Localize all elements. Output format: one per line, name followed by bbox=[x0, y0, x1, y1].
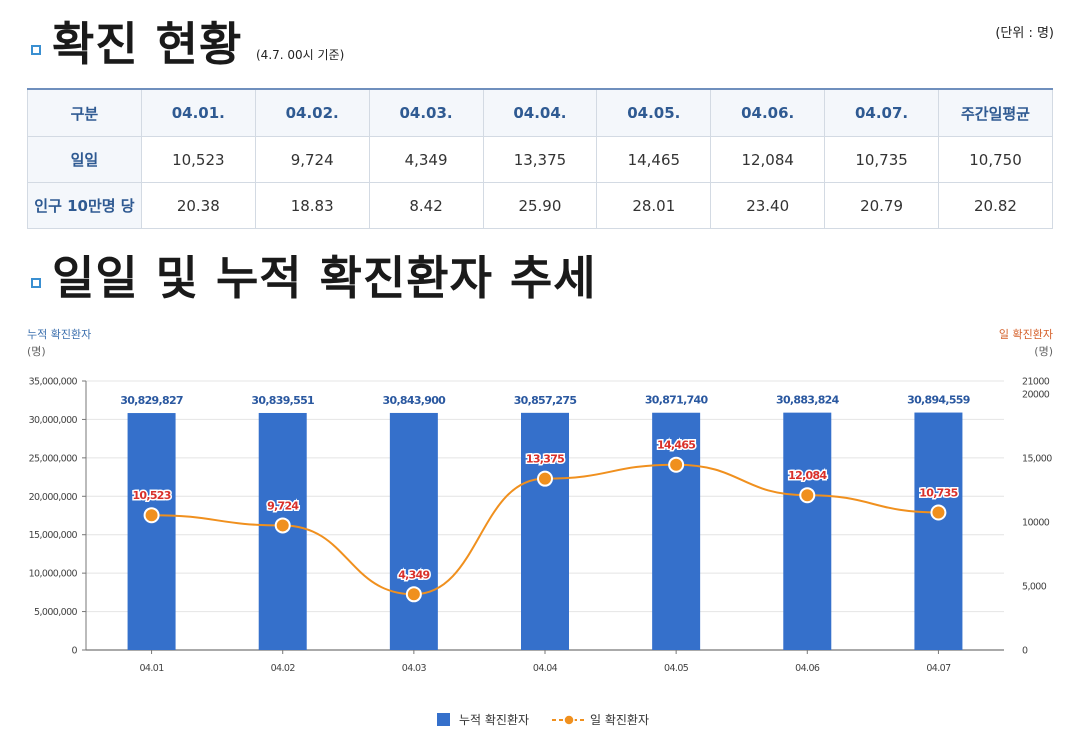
table-cell: 18.83 bbox=[254, 182, 370, 229]
table-cell: 20.79 bbox=[824, 182, 939, 229]
line-value-label: 4,349 bbox=[398, 568, 429, 581]
right-axis-tick-label: 20000 bbox=[1022, 389, 1050, 400]
left-axis-title: 누적 확진환자 bbox=[27, 328, 91, 341]
column-header: 04.07. bbox=[824, 88, 939, 137]
line-point bbox=[537, 470, 553, 487]
bar-value-label: 30,883,824 bbox=[776, 394, 840, 407]
table-cell: 4,349 bbox=[368, 136, 484, 183]
line-point bbox=[405, 586, 422, 603]
column-header: 04.01. bbox=[140, 88, 256, 137]
line-point bbox=[930, 504, 947, 521]
left-axis-tick-label: 30,000,000 bbox=[29, 415, 78, 426]
legend-line-label: 일 확진환자 bbox=[590, 713, 649, 727]
row-header: 인구 10만명 당 bbox=[27, 182, 142, 229]
bar bbox=[389, 412, 438, 650]
page-title: 확진 현황 bbox=[52, 17, 243, 71]
column-header: 04.06. bbox=[710, 88, 826, 137]
bar bbox=[652, 412, 701, 650]
table-cell: 25.90 bbox=[482, 182, 598, 229]
left-axis-tick-label: 10,000,000 bbox=[29, 569, 78, 580]
line-point bbox=[799, 487, 816, 504]
bar-value-label: 30,839,551 bbox=[251, 394, 314, 407]
line-value-label: 10,735 bbox=[919, 486, 957, 499]
left-axis-tick-label: 5,000,000 bbox=[34, 607, 78, 618]
bar-value-label: 30,857,275 bbox=[514, 394, 577, 407]
left-axis-tick-label: 35,000,000 bbox=[29, 377, 78, 388]
legend-bar-label: 누적 확진환자 bbox=[459, 713, 529, 727]
table-cell: 14,465 bbox=[596, 136, 712, 183]
left-axis-tick-label: 15,000,000 bbox=[29, 530, 78, 541]
legend-line-marker bbox=[563, 714, 575, 726]
table-cell: 10,750 bbox=[938, 136, 1053, 183]
table-cell: 20.38 bbox=[140, 182, 256, 229]
x-axis-tick-label: 04.06 bbox=[795, 663, 820, 674]
line-point bbox=[143, 507, 160, 524]
right-axis-title: 일 확진환자 bbox=[999, 327, 1053, 341]
table-cell: 20.82 bbox=[938, 182, 1053, 229]
table-cell: 9,724 bbox=[254, 136, 370, 183]
bar bbox=[914, 412, 963, 650]
stats-table: 구분 04.01. 04.02. 04.03. 04.04. 04.05. 04… bbox=[27, 88, 1053, 229]
right-axis-unit: (명) bbox=[1034, 345, 1053, 358]
chart-section-title: 일일 및 누적 확진환자 추세 bbox=[52, 251, 597, 305]
table-cell: 23.40 bbox=[710, 182, 826, 229]
bar-value-label: 30,829,827 bbox=[120, 394, 183, 407]
basis-time: (4.7. 00시 기준) bbox=[256, 48, 345, 62]
x-axis-tick-label: 04.02 bbox=[271, 663, 296, 674]
table-row: 인구 10만명 당 20.38 18.83 8.42 25.90 28.01 2… bbox=[27, 182, 1053, 229]
table-cell: 12,084 bbox=[710, 136, 826, 183]
line-point bbox=[274, 517, 291, 534]
right-axis-tick-label: 10000 bbox=[1022, 517, 1050, 528]
bar bbox=[521, 412, 569, 650]
table-cell: 28.01 bbox=[596, 182, 712, 229]
line-value-label: 10,523 bbox=[132, 489, 170, 502]
table-cell: 13,375 bbox=[482, 136, 598, 183]
legend-bar-swatch bbox=[437, 713, 450, 726]
bar-value-label: 30,871,740 bbox=[645, 394, 709, 407]
left-axis-unit: (명) bbox=[27, 345, 46, 358]
section-bullet-icon bbox=[31, 278, 41, 288]
table-cell: 10,523 bbox=[140, 136, 256, 183]
table-row: 일일 10,523 9,724 4,349 13,375 14,465 12,0… bbox=[27, 136, 1053, 183]
left-axis-tick-label: 20,000,000 bbox=[29, 492, 78, 503]
table-cell: 8.42 bbox=[368, 182, 484, 229]
line-value-label: 13,375 bbox=[526, 453, 564, 466]
right-axis-tick-label: 0 bbox=[1022, 646, 1028, 657]
line-value-label: 14,465 bbox=[657, 439, 695, 452]
x-axis-tick-label: 04.01 bbox=[139, 663, 164, 674]
right-axis-tick-label: 21000 bbox=[1022, 377, 1050, 388]
row-header: 일일 bbox=[27, 136, 142, 183]
bar bbox=[783, 412, 832, 650]
column-header: 주간일평균 bbox=[938, 88, 1053, 137]
x-axis-tick-label: 04.03 bbox=[402, 663, 427, 674]
column-header: 04.03. bbox=[368, 88, 484, 137]
right-axis-tick-label: 15,000 bbox=[1022, 453, 1052, 464]
table-cell: 10,735 bbox=[824, 136, 939, 183]
column-header: 04.04. bbox=[482, 88, 598, 137]
left-axis-tick-label: 25,000,000 bbox=[29, 453, 78, 464]
bar-value-label: 30,894,559 bbox=[907, 394, 970, 407]
x-axis-tick-label: 04.07 bbox=[926, 663, 951, 674]
table-header-row: 구분 04.01. 04.02. 04.03. 04.04. 04.05. 04… bbox=[27, 88, 1053, 137]
column-header: 구분 bbox=[27, 88, 142, 137]
section-bullet-icon bbox=[31, 45, 41, 55]
x-axis-tick-label: 04.04 bbox=[533, 663, 558, 674]
bar-value-label: 30,843,900 bbox=[383, 394, 447, 407]
column-header: 04.05. bbox=[596, 88, 712, 137]
line-value-label: 12,084 bbox=[788, 469, 827, 482]
right-axis-tick-label: 5,000 bbox=[1022, 581, 1047, 592]
line-value-label: 9,724 bbox=[267, 499, 299, 512]
left-axis-tick-label: 0 bbox=[72, 646, 78, 657]
bar bbox=[127, 413, 176, 650]
trend-chart: 누적 확진환자 (명) 일 확진환자 (명) 0 5,000,000 10,000,000 1… bbox=[27, 327, 1053, 727]
line-point bbox=[668, 456, 685, 473]
x-axis-tick-label: 04.05 bbox=[664, 663, 689, 674]
unit-label: (단위 : 명) bbox=[995, 26, 1054, 41]
column-header: 04.02. bbox=[254, 88, 370, 137]
